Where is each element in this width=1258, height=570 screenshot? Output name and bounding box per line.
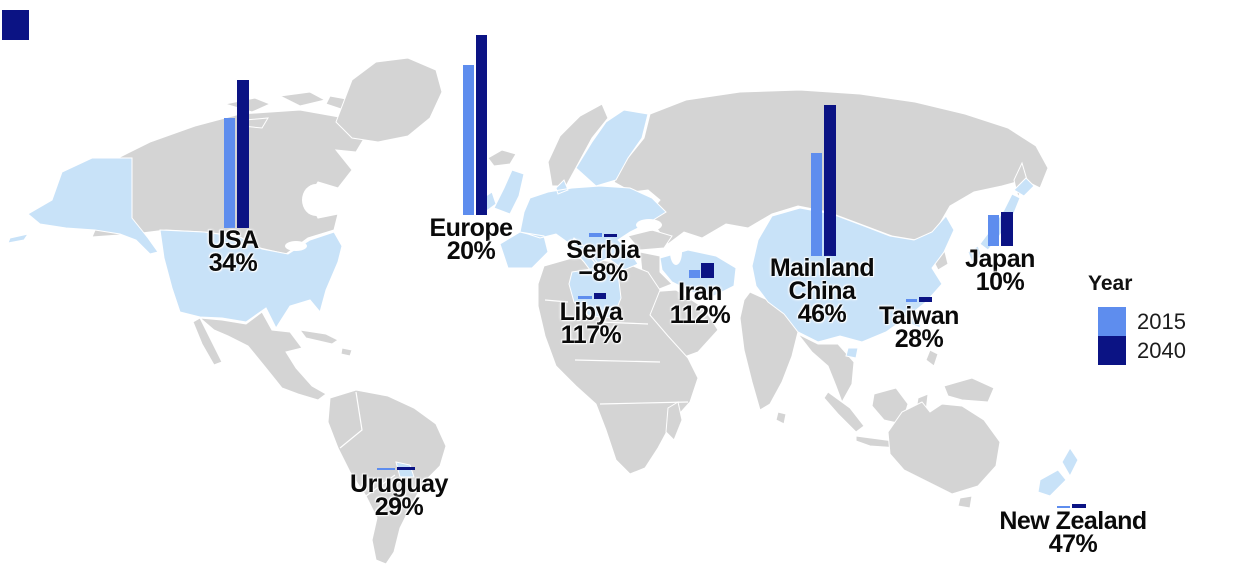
label-uruguay-name-line: Uruguay — [350, 470, 448, 498]
bar-iran-2015 — [689, 270, 700, 278]
legend-row-2015: 2015 — [1086, 307, 1186, 336]
label-japan-growth: 10% — [975, 268, 1025, 296]
label-mainland-china: Mainland China 46% — [702, 254, 942, 328]
map-region-alaska — [7, 157, 159, 255]
map-region-philippines — [921, 329, 939, 367]
map-region-norway — [547, 103, 609, 187]
label-uruguay: Uruguay 29% — [279, 470, 519, 521]
label-europe: Europe 20% — [351, 214, 591, 265]
hudson-bay — [302, 184, 330, 216]
map-region-caribbean — [298, 329, 353, 357]
label-japan-name-line: Japan — [965, 245, 1035, 273]
map-region-europe — [479, 109, 667, 279]
label-serbia-name-line: Serbia — [566, 236, 640, 264]
label-taiwan-growth: 28% — [894, 325, 944, 353]
label-serbia-growth: −8% — [578, 259, 628, 287]
map-region-africa — [537, 257, 699, 475]
bar-libya-2015 — [578, 296, 592, 299]
bar-serbia-2040 — [604, 234, 617, 237]
bar-japan-2040 — [1001, 212, 1013, 246]
map-region-mexico-central-america — [192, 311, 327, 401]
bar-mainland-china-2040 — [824, 105, 836, 256]
label-usa-name-line: USA — [207, 226, 259, 254]
label-mainland-china-growth: 46% — [797, 300, 847, 328]
map-region-iceland — [487, 149, 517, 167]
label-iran-name-line: Iran — [678, 278, 722, 306]
bar-serbia-2015 — [589, 233, 602, 237]
map-region-china — [751, 207, 955, 359]
bar-europe-2040 — [476, 35, 487, 215]
south-america-borders — [339, 391, 396, 497]
label-europe-growth: 20% — [446, 237, 496, 265]
caspian-sea — [670, 239, 682, 265]
africa-borders — [544, 299, 689, 405]
great-lakes — [285, 241, 307, 251]
label-iran-growth: 112% — [669, 301, 731, 329]
map-region-usa — [159, 229, 343, 330]
label-japan: Japan 10% — [880, 245, 1120, 296]
bar-usa-2015 — [224, 118, 235, 228]
water-group — [285, 184, 689, 497]
corner-artifact-square — [2, 10, 29, 40]
label-libya-growth: 117% — [560, 321, 622, 349]
bar-uruguay-2015 — [377, 468, 395, 470]
bar-japan-2015 — [988, 215, 999, 246]
label-europe-name-line: Europe — [429, 214, 513, 242]
map-region-greenland — [335, 57, 443, 143]
label-mainland-china-name-line: China — [788, 277, 856, 305]
label-new-zealand-name-line: New Zealand — [999, 507, 1147, 535]
legend-label-2015: 2015 — [1137, 308, 1186, 334]
map-region-australia — [887, 401, 1001, 509]
bar-new-zealand-2040 — [1072, 504, 1086, 508]
bar-new-zealand-2015 — [1057, 506, 1070, 508]
map-region-turkey — [627, 229, 673, 251]
bar-uruguay-2040 — [397, 467, 415, 470]
bar-europe-2015 — [463, 65, 474, 215]
black-sea — [636, 219, 662, 231]
bar-taiwan-2015 — [906, 299, 917, 302]
highlight-group — [7, 109, 1079, 497]
label-new-zealand: New Zealand 47% — [953, 507, 1193, 558]
legend-swatch-2015 — [1098, 307, 1126, 336]
bar-libya-2040 — [594, 293, 606, 299]
label-libya: Libya 117% — [471, 298, 711, 349]
map-region-southeast-asia — [797, 333, 855, 404]
map-region-new-zealand — [1037, 447, 1079, 497]
label-uruguay-growth: 29% — [374, 493, 424, 521]
map-region-taiwan — [910, 309, 922, 329]
legend-label-2040: 2040 — [1137, 337, 1186, 363]
label-taiwan: Taiwan 28% — [799, 302, 1039, 353]
label-usa: USA 34% — [113, 226, 353, 277]
legend-swatch-2040 — [1098, 336, 1126, 365]
map-region-madagascar — [665, 401, 683, 441]
label-libya-name-line: Libya — [559, 298, 623, 326]
bar-iran-2040 — [701, 263, 714, 278]
label-taiwan-name-line: Taiwan — [879, 302, 959, 330]
map-region-arctic-islands — [224, 91, 353, 129]
legend-row-2040: 2040 — [1086, 336, 1186, 365]
bar-mainland-china-2015 — [811, 153, 822, 256]
label-new-zealand-growth: 47% — [1048, 530, 1098, 558]
legend-title: Year — [1088, 272, 1133, 295]
label-serbia: Serbia −8% — [483, 236, 723, 287]
legend: Year 2015 2040 — [1086, 272, 1186, 365]
label-mainland-china-name-line: Mainland — [769, 254, 875, 282]
label-usa-growth: 34% — [208, 249, 258, 277]
bar-taiwan-2040 — [919, 297, 932, 302]
bar-usa-2040 — [237, 80, 249, 228]
label-iran: Iran 112% — [580, 278, 820, 329]
